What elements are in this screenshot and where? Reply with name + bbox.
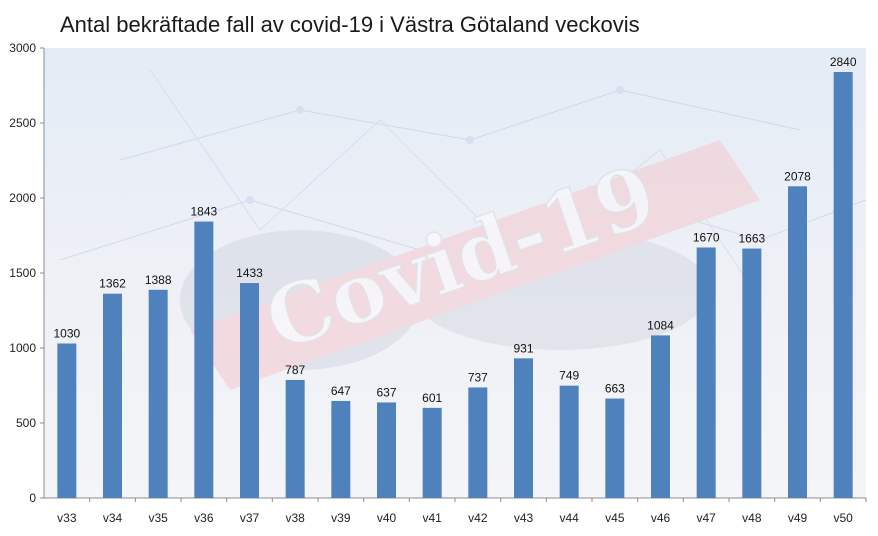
x-tick-label-v37: v37 <box>240 511 260 525</box>
bar-v48 <box>742 248 762 498</box>
data-label-v37: 1433 <box>236 266 263 280</box>
x-tick-label-v49: v49 <box>788 511 808 525</box>
x-tick-label-v35: v35 <box>148 511 168 525</box>
bar-v44 <box>559 385 579 498</box>
x-tick-label-v50: v50 <box>833 511 853 525</box>
bar-v43 <box>514 358 533 498</box>
data-label-v44: 749 <box>559 369 579 383</box>
bar-v38 <box>285 379 305 498</box>
bar-v46 <box>651 335 670 498</box>
bar-v41 <box>422 407 442 498</box>
x-tick-label-v42: v42 <box>468 511 488 525</box>
axis-group: 0 500 1000 1500 2000 2500 3000 v33 v34 v35 v36 v37 v… <box>9 41 867 525</box>
y-tick-label: 2000 <box>9 191 36 205</box>
x-tick-label-v43: v43 <box>514 511 534 525</box>
data-label-v42: 737 <box>468 370 488 384</box>
bar-v40 <box>377 402 396 498</box>
x-tick-label-v45: v45 <box>605 511 625 525</box>
x-tick-label-v46: v46 <box>651 511 671 525</box>
data-label-v33: 1030 <box>53 327 80 341</box>
data-label-v47: 1670 <box>693 231 720 245</box>
bars-group <box>57 72 853 499</box>
x-tick-label-v33: v33 <box>57 511 77 525</box>
chart-title: Antal bekräftade fall av covid-19 i Väst… <box>60 12 640 37</box>
plot-background: Covid-19 <box>44 48 866 498</box>
bar-v35 <box>148 289 168 498</box>
data-label-v36: 1843 <box>190 205 217 219</box>
data-label-v43: 931 <box>513 341 533 355</box>
x-tick-label-v41: v41 <box>422 511 442 525</box>
data-label-v39: 647 <box>331 384 351 398</box>
y-tick-label: 0 <box>29 491 36 505</box>
x-tick-label-v48: v48 <box>742 511 762 525</box>
data-label-v40: 637 <box>376 385 396 399</box>
data-labels-group: 1030 1362 1388 1843 1433 787 647 637 601 737 931 74… <box>53 55 856 405</box>
x-tick-label-v36: v36 <box>194 511 214 525</box>
x-tick-label-v47: v47 <box>696 511 716 525</box>
data-label-v50: 2840 <box>830 55 857 69</box>
x-tick-label-v39: v39 <box>331 511 351 525</box>
y-tick-label: 500 <box>16 416 36 430</box>
data-label-v46: 1084 <box>647 318 674 332</box>
x-tick-label-v38: v38 <box>285 511 305 525</box>
y-tick-label: 3000 <box>9 41 36 55</box>
y-tick-label: 1000 <box>9 341 36 355</box>
bar-v33 <box>57 343 77 498</box>
data-label-v49: 2078 <box>784 169 811 183</box>
y-tick-label: 1500 <box>9 266 36 280</box>
bar-v36 <box>194 221 214 499</box>
bar-v50 <box>833 72 853 498</box>
data-label-v48: 1663 <box>738 232 765 246</box>
x-tick-label-v40: v40 <box>377 511 397 525</box>
data-label-v45: 663 <box>605 382 625 396</box>
bar-v47 <box>696 247 716 498</box>
data-label-v34: 1362 <box>99 277 126 291</box>
bar-v37 <box>240 283 259 498</box>
y-tick-label: 2500 <box>9 116 36 130</box>
bar-v42 <box>468 387 488 498</box>
bar-v49 <box>788 186 807 499</box>
x-tick-label-v34: v34 <box>103 511 123 525</box>
bar-v39 <box>331 400 351 498</box>
data-label-v35: 1388 <box>145 273 172 287</box>
bar-v34 <box>103 293 122 498</box>
data-label-v38: 787 <box>285 363 305 377</box>
x-tick-label-v44: v44 <box>559 511 579 525</box>
data-label-v41: 601 <box>422 391 442 405</box>
bar-v45 <box>605 398 625 498</box>
